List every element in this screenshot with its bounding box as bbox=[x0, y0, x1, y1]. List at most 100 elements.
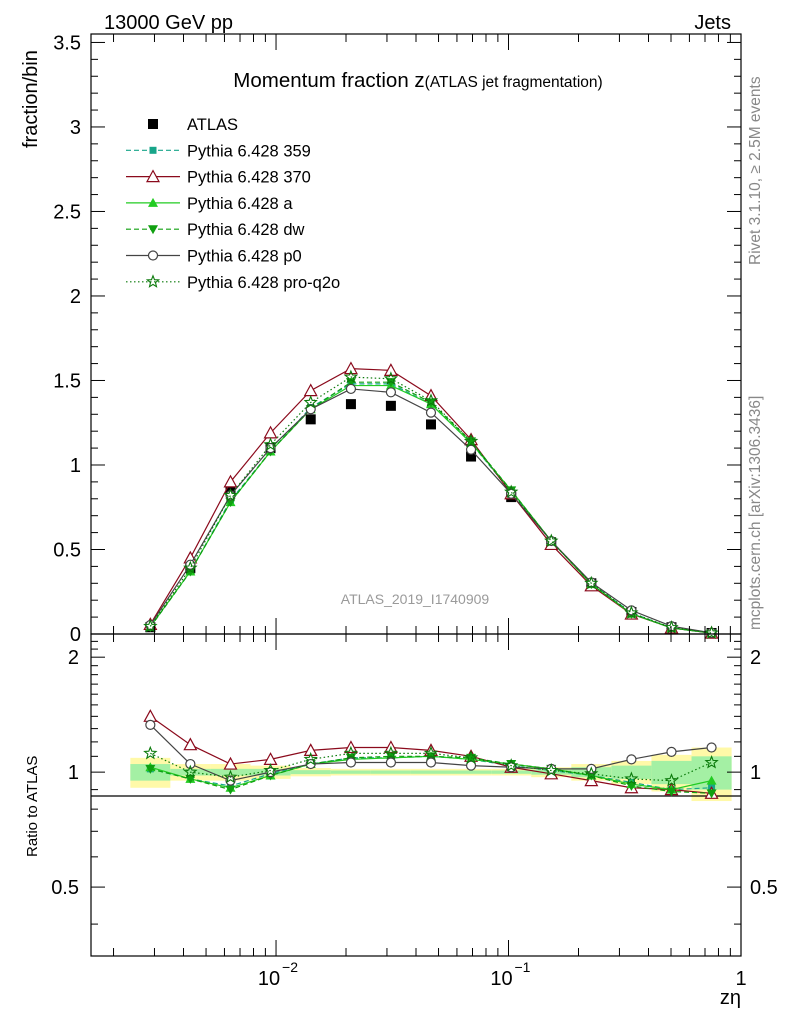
main-panel: 0 0.5 1 1.5 2 2.5 3 3.5 Momentum fraction z(ATL… bbox=[20, 32, 742, 646]
uncertainty-band-inner bbox=[290, 770, 331, 775]
ratio-series-line bbox=[150, 752, 712, 782]
ratio-point bbox=[345, 757, 357, 768]
y-tick-label: 0 bbox=[70, 624, 81, 646]
y-tick-label: 2 bbox=[70, 286, 81, 308]
y-axis-label: fraction/bin bbox=[20, 50, 42, 148]
ratio-point bbox=[465, 760, 477, 771]
ratio-point bbox=[544, 763, 559, 777]
data-point bbox=[463, 433, 479, 448]
y-tick-label: 2.5 bbox=[53, 201, 81, 223]
ratio-point bbox=[305, 758, 316, 770]
legend-label: Pythia 6.428 p0 bbox=[187, 248, 302, 266]
x-axis-label: zη bbox=[720, 987, 741, 1009]
legend-marker bbox=[145, 274, 161, 288]
chart-title: Momentum fraction z(ATLAS jet fragmentat… bbox=[233, 69, 602, 92]
data-point bbox=[345, 383, 357, 395]
ratio-point bbox=[706, 742, 717, 753]
uncertainty-band-inner bbox=[651, 760, 692, 785]
legend-marker bbox=[149, 146, 157, 154]
data-point bbox=[385, 400, 396, 411]
ratio-series-line bbox=[150, 755, 712, 794]
ratio-y-tick-label-right: 1 bbox=[750, 762, 761, 784]
data-point bbox=[263, 437, 278, 451]
data-point bbox=[423, 393, 439, 407]
ratio-y-tick-label: 0.5 bbox=[51, 877, 79, 899]
ratio-point bbox=[183, 764, 198, 779]
legend-label: Pythia 6.428 dw bbox=[187, 221, 304, 239]
ratio-y-axis-label: Ratio to ATLAS bbox=[24, 756, 41, 857]
y-tick-label: 1.5 bbox=[53, 370, 81, 392]
ratio-point bbox=[706, 789, 717, 799]
ratio-panel: 0.5 0.5 1 1 2 2 Ratio to ATLAS bbox=[24, 633, 778, 957]
data-point bbox=[345, 399, 356, 410]
ratio-point bbox=[666, 746, 677, 757]
data-point bbox=[504, 484, 519, 499]
ratio-point bbox=[423, 745, 439, 760]
data-point bbox=[383, 371, 399, 385]
data-point bbox=[383, 363, 398, 376]
ratio-point bbox=[303, 751, 318, 766]
legend-marker bbox=[148, 197, 158, 207]
ratio-point bbox=[185, 758, 196, 770]
ratio-frame bbox=[90, 633, 742, 957]
ratio-point bbox=[463, 750, 479, 764]
ratio-point bbox=[385, 757, 397, 768]
legend-marker bbox=[148, 119, 158, 129]
data-point bbox=[624, 605, 639, 619]
data-point bbox=[425, 407, 437, 418]
ratio-point bbox=[664, 773, 679, 787]
ratio-point bbox=[303, 743, 318, 757]
data-point bbox=[385, 387, 397, 398]
data-point bbox=[305, 414, 316, 425]
x-tick-label: 1 bbox=[735, 968, 746, 990]
legend-label: Pythia 6.428 a bbox=[187, 195, 293, 213]
x-tick-label: 10 bbox=[258, 968, 280, 990]
uncertainty-band-inner bbox=[410, 770, 452, 774]
data-point bbox=[185, 559, 196, 570]
legend-label: Pythia 6.428 pro-q2o bbox=[187, 274, 340, 292]
data-point bbox=[303, 383, 318, 397]
ratio-y-tick-label: 2 bbox=[68, 647, 79, 669]
legend-marker bbox=[145, 169, 161, 183]
ratio-point bbox=[343, 745, 359, 760]
data-point bbox=[223, 487, 238, 502]
ratio-point bbox=[183, 737, 198, 751]
legend-marker bbox=[147, 250, 159, 261]
legend: ATLAS Pythia 6.428 359 Pythia 6.428 370 Pyt… bbox=[126, 116, 340, 292]
header-left: 13000 GeV pp bbox=[104, 12, 233, 34]
data-point bbox=[584, 575, 599, 590]
ratio-point bbox=[626, 781, 637, 791]
ratio-point bbox=[145, 719, 156, 730]
data-point bbox=[343, 369, 359, 384]
legend-marker bbox=[148, 225, 158, 235]
ratio-point bbox=[143, 745, 158, 760]
ratio-y-tick-label-right: 0.5 bbox=[750, 877, 778, 899]
ratio-point bbox=[383, 745, 399, 760]
analysis-label: ATLAS_2019_I1740909 bbox=[341, 591, 490, 607]
x-tick-label: 10 bbox=[490, 968, 512, 990]
x-tick-exponent: −2 bbox=[282, 959, 298, 975]
ratio-point bbox=[223, 756, 238, 770]
x-tick-exponent: −1 bbox=[515, 959, 531, 975]
ratio-point bbox=[584, 766, 599, 780]
data-point bbox=[223, 474, 238, 488]
data-point bbox=[143, 618, 158, 633]
ratio-y-tick-label: 1 bbox=[68, 762, 79, 784]
mcplots-label: mcplots.cern.ch [arXiv:1306.3436] bbox=[747, 396, 764, 630]
ratio-point bbox=[143, 709, 158, 722]
ratio-series-line bbox=[150, 755, 712, 791]
ratio-point bbox=[504, 758, 519, 772]
legend-label: ATLAS bbox=[187, 116, 238, 134]
uncertainty-band-inner bbox=[330, 770, 371, 774]
data-point bbox=[345, 378, 356, 388]
ratio-y-tick-label-right: 2 bbox=[750, 647, 761, 669]
uncertainty-band-inner bbox=[451, 770, 492, 774]
data-point bbox=[425, 419, 436, 430]
data-point bbox=[544, 533, 559, 548]
legend-label: Pythia 6.428 359 bbox=[187, 142, 311, 160]
data-point bbox=[704, 625, 719, 640]
ratio-point bbox=[145, 764, 156, 774]
header-right: Jets bbox=[694, 12, 731, 34]
ratio-point bbox=[626, 754, 637, 765]
ratio-point bbox=[425, 757, 437, 768]
